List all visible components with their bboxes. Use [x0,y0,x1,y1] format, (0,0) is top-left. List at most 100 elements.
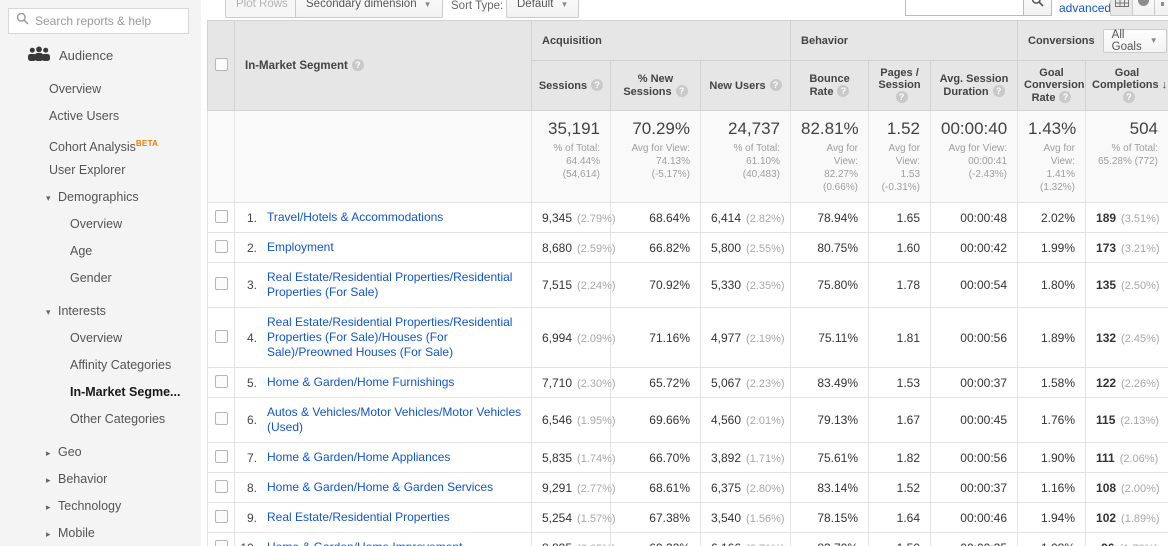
sort-type-dropdown[interactable]: Default ▼ [506,0,580,18]
column-header-new-sessions[interactable]: % New Sessions? [610,60,701,111]
bar-chart-icon [1160,0,1168,12]
sidebar-item-cohort-analysis[interactable]: Cohort AnalysisBETA [49,139,159,155]
advanced-search-link[interactable]: advanced [1059,1,1112,15]
help-icon[interactable]: ? [837,85,850,97]
help-icon[interactable]: ? [675,85,688,97]
data-table-view-button[interactable] [1110,0,1133,16]
column-header-sessions[interactable]: Sessions? [531,60,611,111]
search-reports-input[interactable] [35,14,190,28]
new-users-cell: 6,166(2.71%) [699,532,792,546]
sidebar-item-user-explorer[interactable]: User Explorer [49,163,126,177]
all-goals-dropdown[interactable]: All Goals ▼ [1102,28,1167,53]
sidebar-item-affinity-categories[interactable]: Affinity Categories [70,358,172,372]
help-icon[interactable]: ? [351,59,364,71]
caret-down-icon: ▼ [423,0,432,9]
help-icon[interactable]: ? [769,79,782,91]
plot-rows-button[interactable]: Plot Rows [225,0,299,18]
table-search-input[interactable] [905,0,1024,16]
summary-avg-duration: 00:00:40 Avg for View: 00:00:41 (-2.43%) [930,110,1019,203]
select-all-checkbox[interactable] [214,57,228,71]
sidebar-section-label: Audience [59,47,114,63]
row-checkbox[interactable] [214,412,228,425]
help-icon[interactable]: ? [1123,91,1136,103]
sidebar-item-age[interactable]: Age [70,244,93,258]
sidebar-item-gender[interactable]: Gender [70,271,112,285]
column-header-bounce-rate[interactable]: Bounce Rate? [790,60,870,111]
summary-new-users: 24,737% of Total: 61.10% (40,483) [699,110,792,203]
sidebar-search[interactable] [8,8,190,34]
goal-cr-cell: 2.02% [1017,202,1087,233]
column-header-goal-conversion-rate[interactable]: Goal Conversion Rate? [1017,60,1087,111]
row-checkbox-cell [207,202,235,233]
new-users-cell: 5,330 (2.35%) [699,262,792,308]
row-checkbox[interactable] [214,239,228,253]
sidebar-item-demographics[interactable]: ▾ Demographics [0,184,201,211]
row-checkbox[interactable] [214,209,228,223]
column-header-avg-duration[interactable]: Avg. Session Duration? [930,60,1019,111]
help-icon[interactable]: ? [591,79,604,91]
collapsed-arrow-icon: ▸ [46,475,51,485]
row-checkbox[interactable] [214,329,228,343]
column-header-pages-session[interactable]: Pages / Session? [868,60,932,111]
bounce-rate-cell: 79.13% [790,397,870,443]
row-checkbox[interactable] [214,449,228,463]
column-header-new-users[interactable]: New Users? [699,60,792,111]
segment-link[interactable]: Autos & Vehicles/Motor Vehicles/Motor Ve… [267,405,522,434]
segment-link[interactable]: Home & Garden/Home & Garden Services [267,480,494,494]
sidebar-item-technology[interactable]: ▸ Technology [0,493,201,520]
segment-link[interactable]: Travel/Hotels & Accommodations [267,210,444,224]
row-checkbox[interactable] [214,374,228,388]
performance-view-button[interactable] [1154,0,1168,16]
segment-link[interactable]: Real Estate/Residential Properties/Resid… [267,270,513,299]
row-checkbox[interactable] [214,277,228,290]
row-number: 9. [246,510,257,525]
help-icon[interactable]: ? [992,85,1005,97]
row-checkbox[interactable] [214,479,228,493]
goal-cr-cell: 1.89% [1017,307,1087,368]
sidebar-item-demographics-overview[interactable]: Overview [70,217,123,231]
summary-segment-cell [234,110,532,203]
new-users-cell: 6,375 (2.80%) [699,472,792,503]
table-row: 3. Real Estate/Residential Properties/Res… [207,262,1168,308]
sidebar-item-interests-overview[interactable]: Overview [70,331,123,345]
sidebar-item-interests[interactable]: ▾ Interests [0,298,201,325]
goal-completions-cell: 96(1.78%) [1085,532,1168,546]
sidebar-item-overview[interactable]: Overview [49,82,102,96]
new-sessions-cell: 69.66% [610,397,701,443]
pages-session-cell: 1.64 [868,502,932,533]
sidebar-item-active-users[interactable]: Active Users [49,109,120,123]
bounce-rate-cell: 75.61% [790,442,870,473]
help-icon[interactable]: ? [1059,91,1072,103]
avg-duration-cell: 00:00:45 [930,397,1019,443]
sidebar-section-audience[interactable]: Audience [0,40,201,70]
segment-link[interactable]: Employment [267,240,334,254]
table-search-button[interactable] [1024,0,1052,16]
segment-link[interactable]: Home & Garden/Home Appliances [267,450,451,464]
segment-link[interactable]: Real Estate/Residential Properties/Resid… [267,315,513,359]
row-checkbox[interactable] [214,509,228,523]
percentage-view-button[interactable] [1132,0,1155,16]
help-icon[interactable]: ? [895,91,908,103]
row-number: 3. [246,278,257,292]
new-sessions-cell: 71.16% [610,307,701,368]
new-sessions-cell: 68.64% [610,202,701,233]
segment-link[interactable]: Real Estate/Residential Properties [267,510,450,524]
row-checkbox-cell [207,472,235,503]
goal-completions-cell: 132 (2.45%) [1085,307,1168,368]
sidebar-item-behavior[interactable]: ▸ Behavior [0,466,201,493]
sidebar-item-mobile[interactable]: ▸ Mobile [0,520,201,546]
secondary-dimension-dropdown[interactable]: Secondary dimension ▼ [295,0,443,18]
sidebar-item-geo[interactable]: ▸ Geo [0,439,201,466]
row-checkbox[interactable] [214,539,228,546]
summary-new-sessions: 70.29% Avg for View: 74.13% (-5.17%) [610,110,701,203]
row-checkbox-cell [207,442,235,473]
segment-link[interactable]: Home & Garden/Home Improvement [267,540,462,546]
row-number: 2. [246,240,257,255]
sidebar-item-other-categories[interactable]: Other Categories [70,412,166,426]
segment-link[interactable]: Home & Garden/Home Furnishings [267,375,455,389]
new-sessions-cell: 68.61% [610,472,701,503]
column-header-segment[interactable]: In-Market Segment? [234,20,532,111]
bounce-rate-cell: 80.75% [790,232,870,263]
sidebar-item-in-market-segments[interactable]: In-Market Segme... [70,385,181,399]
column-header-goal-completions[interactable]: Goal Completions ↓? [1085,60,1168,111]
